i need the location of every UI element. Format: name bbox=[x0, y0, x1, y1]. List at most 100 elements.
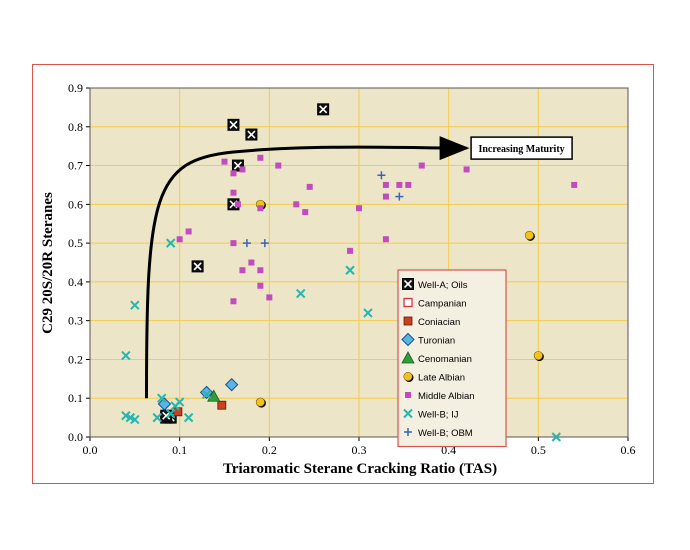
y-tick-label: 0.3 bbox=[68, 314, 83, 328]
legend-label: Coniacian bbox=[418, 317, 460, 328]
legend-marker bbox=[401, 351, 415, 364]
data-point bbox=[130, 414, 140, 425]
data-point bbox=[396, 181, 403, 188]
data-point bbox=[245, 128, 258, 141]
plot-border bbox=[89, 87, 629, 438]
data-point bbox=[230, 170, 237, 177]
data-point bbox=[230, 298, 237, 305]
legend-marker bbox=[404, 428, 412, 436]
data-point bbox=[405, 181, 412, 188]
data-point bbox=[201, 389, 212, 400]
data-point bbox=[395, 192, 404, 201]
data-point bbox=[234, 201, 241, 208]
data-point bbox=[296, 288, 306, 299]
data-point bbox=[302, 209, 309, 216]
data-point bbox=[260, 239, 269, 248]
data-point bbox=[306, 183, 313, 190]
legend-label: Well-B; OBM bbox=[418, 428, 473, 439]
y-tick-label: 0.7 bbox=[68, 159, 83, 173]
data-point bbox=[347, 247, 354, 254]
x-tick-label: 0.5 bbox=[531, 443, 546, 457]
data-point bbox=[571, 181, 578, 188]
data-point bbox=[165, 238, 176, 248]
data-point bbox=[207, 389, 221, 402]
data-point bbox=[257, 267, 264, 274]
legend-label: Campanian bbox=[418, 299, 467, 310]
legend-label: Well-B; IJ bbox=[418, 410, 459, 421]
data-point bbox=[239, 267, 246, 274]
y-tick-label: 0.0 bbox=[68, 430, 83, 444]
data-point bbox=[266, 294, 273, 301]
data-point bbox=[157, 397, 172, 411]
data-point bbox=[185, 228, 192, 235]
x-tick-label: 0.1 bbox=[172, 443, 187, 457]
x-axis-label: Triaromatic Sterane Cracking Ratio (TAS) bbox=[223, 461, 497, 477]
x-tick-label: 0.6 bbox=[621, 443, 636, 457]
legend-label: Cenomanian bbox=[418, 354, 472, 365]
x-tick-label: 0.2 bbox=[262, 443, 277, 457]
legend-label: Middle Albian bbox=[418, 391, 475, 402]
legend-marker bbox=[405, 392, 411, 398]
data-point bbox=[248, 259, 255, 266]
legend-marker bbox=[403, 316, 413, 326]
data-point bbox=[191, 260, 204, 273]
data-point bbox=[183, 412, 194, 423]
data-point bbox=[217, 400, 227, 410]
data-point bbox=[551, 432, 561, 442]
y-tick-label: 0.5 bbox=[68, 236, 83, 250]
y-tick-label: 0.9 bbox=[68, 81, 83, 95]
y-tick-label: 0.6 bbox=[68, 197, 83, 211]
data-point bbox=[174, 397, 185, 407]
data-point bbox=[382, 181, 389, 188]
data-point bbox=[418, 162, 425, 169]
y-tick-label: 0.8 bbox=[68, 120, 83, 134]
maturity-arrow bbox=[144, 136, 470, 399]
data-point bbox=[345, 265, 355, 275]
x-tick-label: 0.0 bbox=[83, 443, 98, 457]
data-point bbox=[293, 201, 300, 208]
data-point bbox=[463, 166, 470, 173]
data-point bbox=[524, 230, 535, 241]
data-point bbox=[363, 308, 373, 318]
data-point bbox=[224, 377, 239, 392]
data-point bbox=[257, 205, 264, 212]
y-tick-label: 0.2 bbox=[68, 352, 83, 366]
y-axis-label: C29 20S/20R Steranes bbox=[40, 192, 56, 334]
data-point bbox=[230, 189, 237, 196]
data-point bbox=[317, 103, 330, 116]
data-point bbox=[230, 240, 237, 247]
data-point bbox=[377, 171, 386, 180]
data-point bbox=[121, 350, 131, 361]
legend-box bbox=[397, 269, 507, 448]
data-point bbox=[176, 236, 183, 243]
data-point bbox=[221, 158, 228, 165]
annotation-label: Increasing Maturity bbox=[478, 144, 564, 155]
x-tick-label: 0.3 bbox=[352, 443, 367, 457]
data-point bbox=[533, 351, 544, 362]
data-point bbox=[382, 193, 389, 200]
data-point bbox=[356, 205, 362, 212]
legend-label: Turonian bbox=[418, 336, 455, 347]
data-point bbox=[257, 282, 264, 289]
data-point bbox=[157, 393, 167, 403]
legend-label: Well-A; Oils bbox=[418, 280, 468, 291]
data-point bbox=[239, 166, 246, 173]
data-point bbox=[275, 162, 282, 169]
data-point bbox=[130, 300, 140, 310]
data-point bbox=[257, 154, 264, 161]
data-point bbox=[227, 118, 240, 131]
data-point bbox=[242, 239, 251, 248]
data-point bbox=[255, 397, 266, 408]
data-point bbox=[382, 236, 389, 243]
annotation-box bbox=[470, 136, 573, 160]
legend-marker bbox=[403, 408, 413, 419]
legend-label: Late Albian bbox=[418, 373, 465, 384]
data-point bbox=[152, 412, 162, 423]
legend-marker bbox=[403, 297, 413, 308]
legend-marker bbox=[402, 278, 414, 290]
legend-marker bbox=[401, 332, 415, 347]
y-tick-label: 0.1 bbox=[68, 391, 83, 405]
legend-marker bbox=[403, 371, 414, 382]
y-tick-label: 0.4 bbox=[68, 275, 83, 289]
